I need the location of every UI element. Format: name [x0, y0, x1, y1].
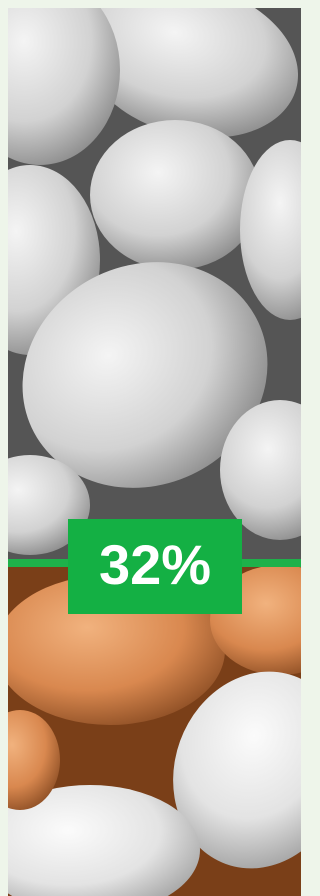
page: 32% (() => { const data = JSON.parse(doc… [0, 0, 301, 896]
infographic: 32% [0, 0, 301, 896]
badge-text: 32% [99, 533, 211, 596]
gray-eggs [0, 0, 301, 563]
